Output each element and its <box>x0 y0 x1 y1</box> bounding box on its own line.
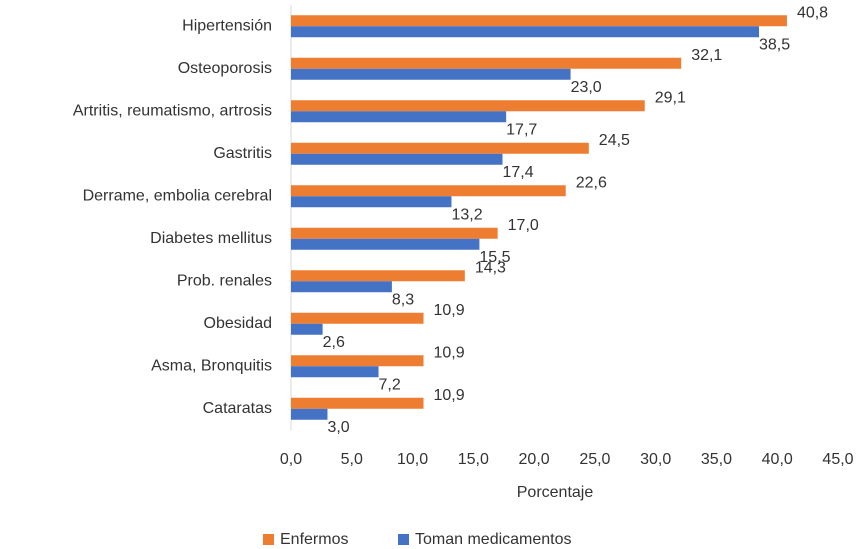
data-label: 17,0 <box>508 217 539 234</box>
x-tick-label: 20,0 <box>519 451 550 468</box>
data-label: 17,7 <box>506 121 537 138</box>
y-tick-label: Prob. renales <box>177 272 272 289</box>
legend-label: Toman medicamentos <box>415 531 572 548</box>
data-label: 22,6 <box>576 174 607 191</box>
x-axis-title: Porcentaje <box>517 484 594 501</box>
bar <box>291 366 379 378</box>
bar <box>291 355 424 367</box>
data-label: 38,5 <box>759 36 790 53</box>
y-tick-label: Hipertensión <box>182 17 272 34</box>
data-label: 40,8 <box>797 4 828 21</box>
bar <box>291 270 465 282</box>
y-tick-label: Diabetes mellitus <box>150 230 272 247</box>
legend-label: Enfermos <box>280 531 348 548</box>
data-label: 7,2 <box>379 376 401 393</box>
y-tick-label: Artritis, reumatismo, artrosis <box>73 102 272 119</box>
data-label: 10,9 <box>433 302 464 319</box>
bar <box>291 196 452 208</box>
bar <box>291 15 787 27</box>
data-label: 23,0 <box>571 79 602 96</box>
data-label: 29,1 <box>655 89 686 106</box>
data-label: 17,4 <box>503 164 534 181</box>
bar <box>291 227 498 239</box>
data-label: 8,3 <box>392 291 414 308</box>
data-label: 14,3 <box>475 259 506 276</box>
x-tick-label: 10,0 <box>397 451 428 468</box>
y-tick-label: Gastritis <box>213 145 272 162</box>
bar <box>291 142 589 154</box>
bar <box>291 68 571 80</box>
bar <box>291 281 392 293</box>
x-tick-label: 25,0 <box>579 451 610 468</box>
data-label: 2,6 <box>323 334 345 351</box>
bar <box>291 100 645 112</box>
bar <box>291 408 328 420</box>
data-label: 10,9 <box>433 344 464 361</box>
bar <box>291 111 507 123</box>
bar <box>291 185 566 197</box>
y-tick-label: Asma, Bronquitis <box>151 357 272 374</box>
bar <box>291 26 759 38</box>
y-tick-label: Derrame, embolia cerebral <box>83 187 272 204</box>
data-label: 3,0 <box>327 419 349 436</box>
x-tick-label: 45,0 <box>822 451 853 468</box>
data-label: 32,1 <box>691 47 722 64</box>
x-tick-label: 30,0 <box>640 451 671 468</box>
data-label: 13,2 <box>451 206 482 223</box>
x-tick-label: 40,0 <box>762 451 793 468</box>
data-label: 24,5 <box>599 132 630 149</box>
bar <box>291 57 682 69</box>
bar <box>291 312 424 324</box>
data-label: 15,5 <box>479 249 510 266</box>
legend-swatch <box>263 534 274 545</box>
x-tick-label: 5,0 <box>341 451 363 468</box>
x-tick-label: 35,0 <box>701 451 732 468</box>
bar <box>291 153 503 165</box>
y-tick-label: Obesidad <box>204 315 273 332</box>
data-label: 10,9 <box>433 387 464 404</box>
y-tick-label: Osteoporosis <box>178 60 272 77</box>
bar <box>291 323 323 335</box>
y-tick-label: Cataratas <box>203 400 272 417</box>
bar <box>291 238 480 250</box>
legend-swatch <box>398 534 409 545</box>
x-tick-label: 0,0 <box>280 451 302 468</box>
bar <box>291 397 424 409</box>
x-tick-label: 15,0 <box>458 451 489 468</box>
